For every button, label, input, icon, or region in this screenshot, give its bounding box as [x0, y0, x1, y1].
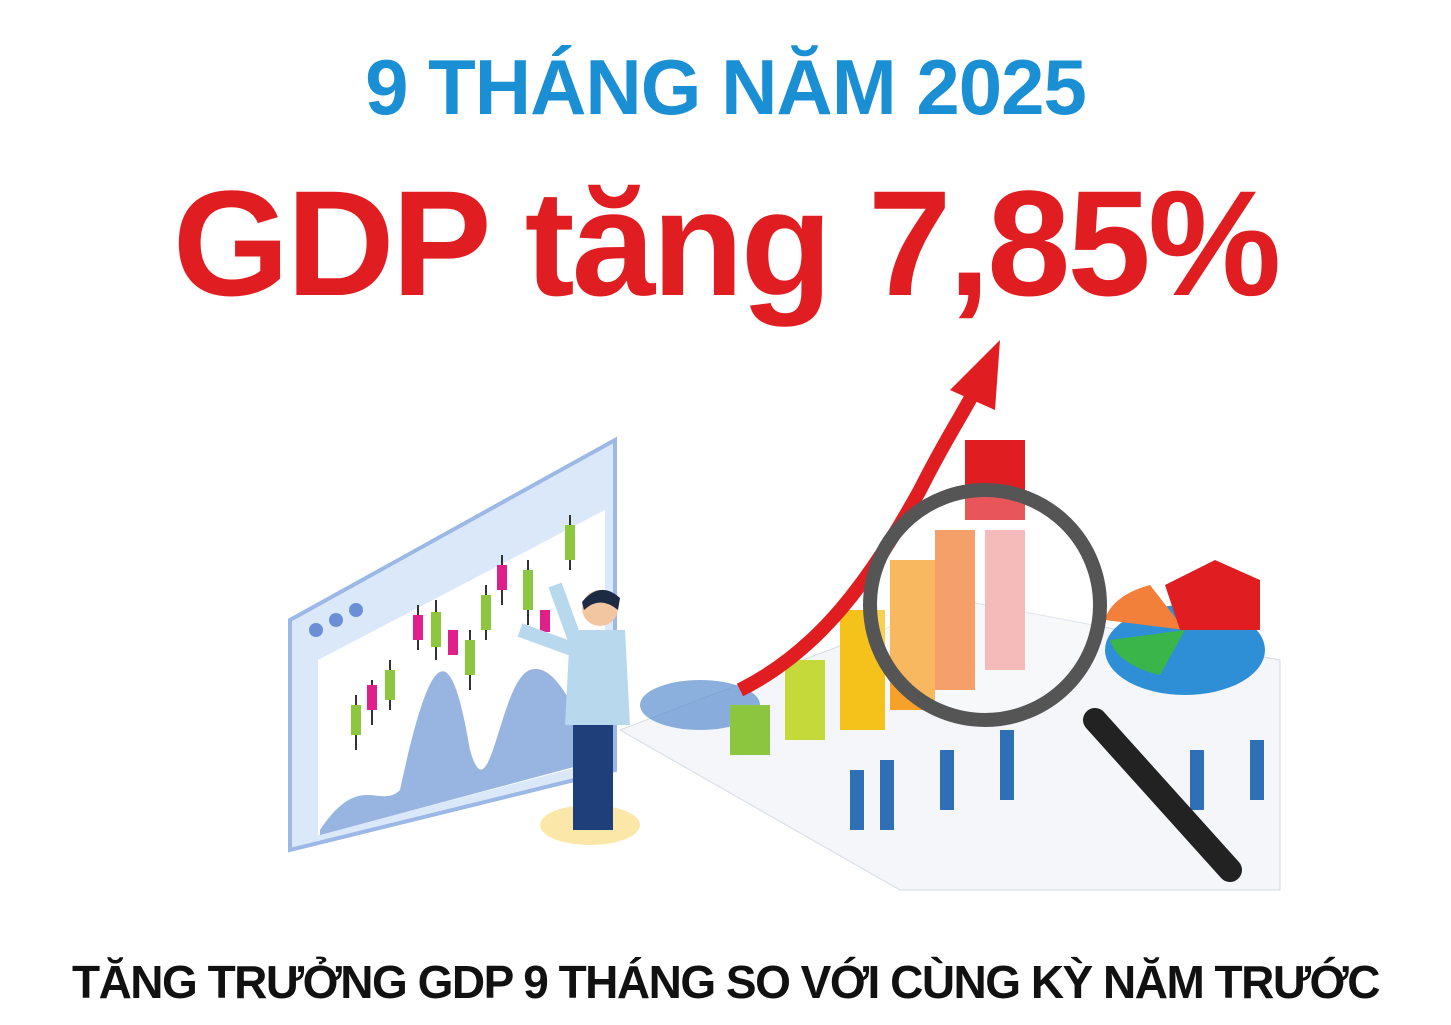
person-icon	[517, 582, 640, 845]
paper-bar	[1000, 730, 1014, 800]
paper-bar	[880, 760, 894, 830]
period-title: 9 THÁNG NĂM 2025	[365, 43, 1087, 131]
gdp-headline: GDP tăng 7,85%	[172, 159, 1282, 327]
paper-bar	[1250, 740, 1264, 800]
magnifier-icon	[863, 483, 1242, 882]
chart-board-icon	[288, 436, 617, 853]
paper-bar	[1190, 750, 1204, 810]
paper-bar	[940, 750, 954, 810]
growth-illustration	[288, 340, 1281, 891]
pie-chart-icon	[1105, 560, 1265, 695]
bar-chart-icon	[730, 440, 1025, 755]
paper-bar	[850, 770, 864, 830]
caption: TĂNG TRƯỞNG GDP 9 THÁNG SO VỚI CÙNG KỲ N…	[71, 956, 1381, 1008]
